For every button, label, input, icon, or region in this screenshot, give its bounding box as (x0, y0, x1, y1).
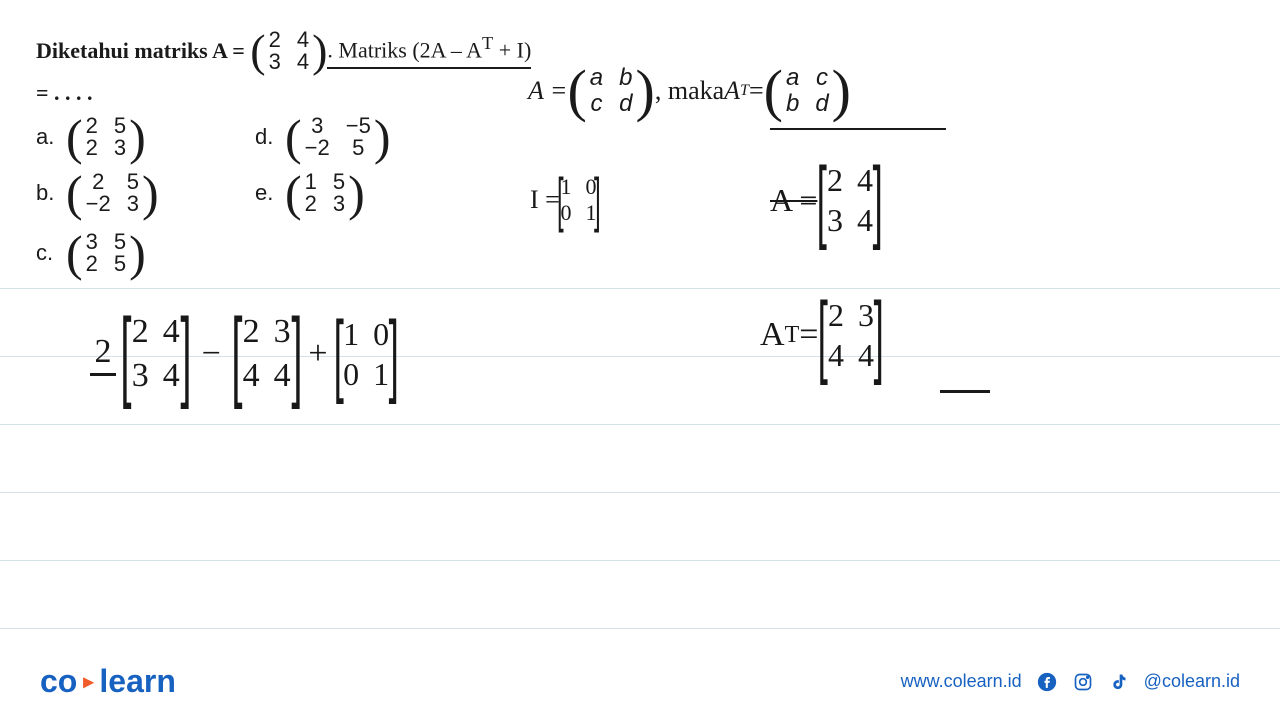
option-d: d. ( 3−2 −55 ) (255, 112, 391, 162)
matrix-cell: 2 (266, 29, 284, 51)
question-suffix: . Matriks (2A – AT + I) (327, 33, 531, 68)
hand-a-matrix: A = 23 44 (770, 160, 883, 240)
ruled-line (0, 492, 1280, 493)
formula-underline (770, 128, 946, 130)
ruled-line (0, 288, 1280, 289)
tiktok-icon (1108, 671, 1130, 693)
brand-logo: co▸learn (40, 663, 176, 700)
option-b: b. ( 2−2 53 ) (36, 168, 159, 218)
matrix-cell: 4 (294, 51, 312, 73)
option-e: e. ( 12 53 ) (255, 168, 365, 218)
ruled-line (0, 424, 1280, 425)
matrix-cell: 3 (266, 51, 284, 73)
hand-expression: 2 23 44 − 24 34 + 10 01 (90, 310, 399, 398)
question-prefix: Diketahui matriks A = (36, 38, 250, 64)
footer-handle: @colearn.id (1144, 671, 1240, 692)
matrix-cell: 4 (294, 29, 312, 51)
option-a: a. ( 22 53 ) (36, 112, 146, 162)
hand-i-matrix: I = 10 01 (530, 170, 597, 230)
hand-at-matrix: AT= 24 34 (760, 295, 884, 375)
question-equals: = . . . . (36, 80, 93, 106)
question-line: Diketahui matriks A = ( 23 44 ) . Matrik… (36, 28, 531, 74)
ruled-line (0, 560, 1280, 561)
option-c: c. ( 32 55 ) (36, 228, 146, 278)
instagram-icon (1072, 671, 1094, 693)
ruled-line (0, 628, 1280, 629)
footer: co▸learn www.colearn.id @colearn.id (0, 663, 1280, 700)
footer-url: www.colearn.id (901, 671, 1022, 692)
page: Diketahui matriks A = ( 23 44 ) . Matrik… (0, 0, 1280, 720)
facebook-icon (1036, 671, 1058, 693)
transpose-formula: A = ( ac bd ) , maka AT = ( ab cd ) (528, 62, 851, 120)
hand-underline (940, 390, 990, 393)
